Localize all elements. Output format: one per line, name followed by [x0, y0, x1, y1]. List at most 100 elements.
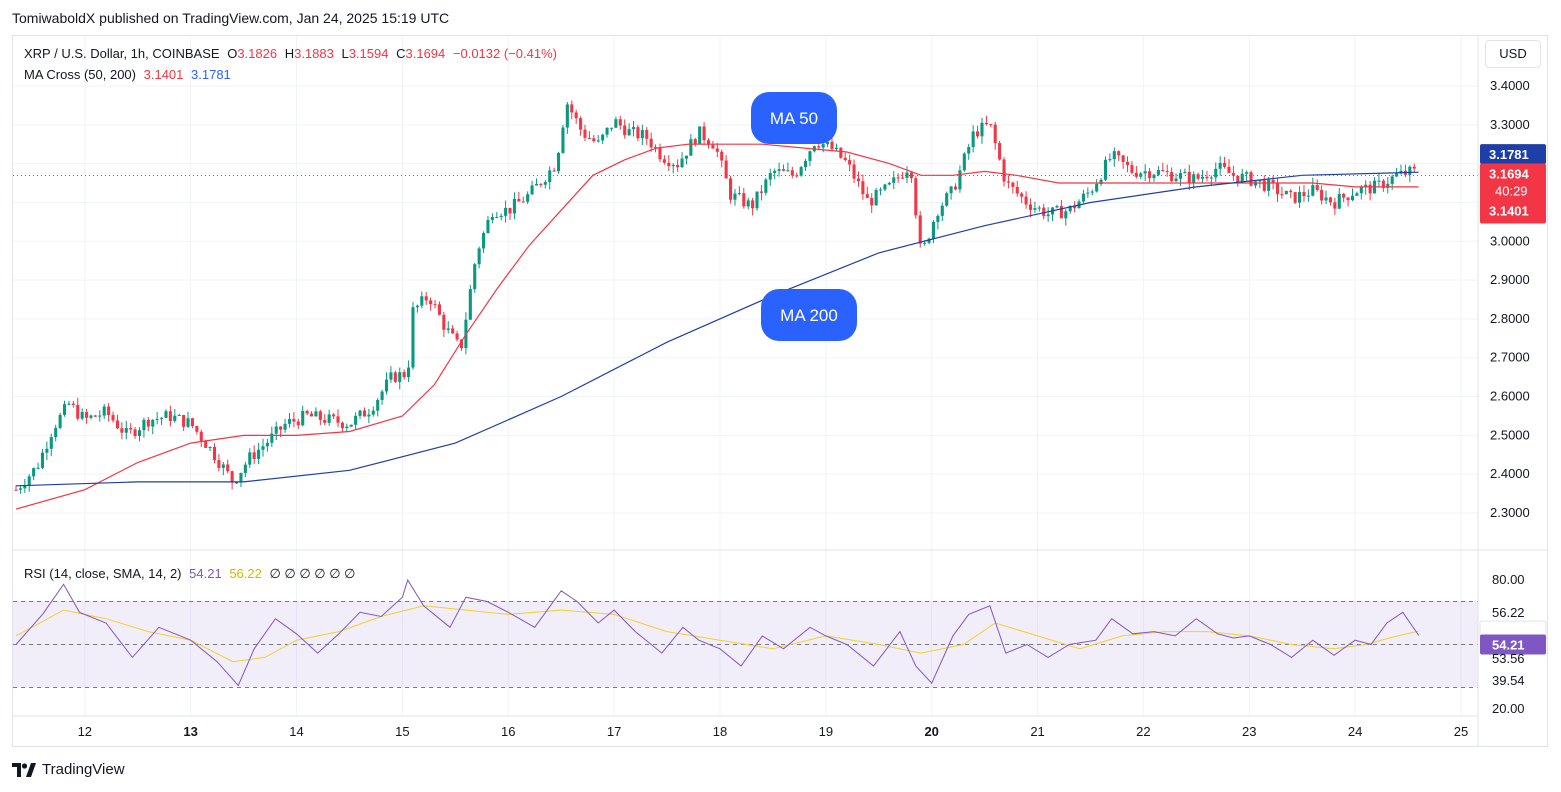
candle-body [499, 215, 503, 217]
ma200-legend-value: 3.1781 [191, 67, 231, 82]
candle-body [839, 147, 843, 158]
candle-body [521, 201, 525, 203]
candle-body [504, 207, 508, 216]
price-axis-label: 2.4000 [1490, 466, 1530, 481]
candle-body [1227, 166, 1231, 173]
candle-body [667, 162, 671, 167]
candle-body [914, 178, 918, 216]
candle-body [133, 429, 137, 437]
candle-body [1377, 180, 1381, 182]
chart-frame[interactable] [12, 35, 1548, 747]
candle-body [984, 122, 988, 125]
candle-body [305, 410, 309, 414]
candle-body [817, 146, 821, 148]
time-axis-label: 19 [819, 724, 833, 739]
candle-body [658, 147, 662, 160]
candle-body [1059, 206, 1063, 219]
ma50-legend-value: 3.1401 [143, 67, 184, 82]
candle-body [168, 411, 172, 421]
ma200-price-badge-text: 3.1781 [1489, 147, 1529, 162]
candle-body [137, 430, 142, 437]
candle-body [89, 415, 93, 418]
candle-body [570, 104, 574, 113]
candle-body [371, 410, 375, 415]
candle-body [287, 419, 292, 424]
candle-body [1081, 193, 1085, 202]
candle-body [54, 427, 58, 438]
candle-body [424, 296, 428, 301]
high-value: 3.1883 [294, 46, 334, 61]
candle-body [1002, 159, 1006, 182]
ma-legend[interactable]: MA Cross (50, 200) 3.1401 3.1781 [24, 67, 235, 82]
candle-body [671, 164, 675, 167]
candle-body [764, 179, 768, 193]
candle-body [1293, 192, 1297, 203]
candle-body [592, 138, 596, 142]
candle-body [684, 155, 688, 159]
candle-body [1333, 202, 1337, 209]
candle-body [398, 372, 402, 382]
price-axis-label: 2.9000 [1490, 272, 1530, 287]
candle-body [583, 129, 587, 138]
candle-body [1395, 173, 1399, 177]
candle-body [120, 428, 124, 433]
candle-body [62, 404, 67, 415]
candle-body [715, 148, 719, 152]
candle-body [402, 372, 406, 378]
rsi-ma-line [15, 605, 1419, 663]
candle-body [1364, 184, 1368, 188]
candle-body [1148, 171, 1152, 179]
candle-body [336, 416, 340, 423]
candle-body [283, 423, 287, 430]
price-axis-label: 3.4000 [1490, 78, 1530, 93]
candle-body [989, 124, 993, 126]
symbol-legend[interactable]: XRP / U.S. Dollar, 1h, COINBASE O3.1826 … [24, 46, 561, 61]
candle-body [182, 415, 186, 427]
rsi-legend[interactable]: RSI (14, close, SMA, 14, 2) 54.21 56.22 … [24, 566, 360, 582]
candle-body [790, 170, 794, 176]
candle-body [234, 482, 239, 484]
candle-body [1024, 196, 1028, 205]
candle-body [861, 181, 865, 195]
candle-body [852, 164, 856, 179]
candle-body [645, 130, 649, 139]
candle-body [420, 296, 424, 306]
published-credit: TomiwaboldX published on TradingView.com… [12, 10, 450, 26]
candle-body [23, 485, 27, 489]
ma50-callout-text: MA 50 [770, 109, 818, 128]
candle-body [623, 125, 627, 136]
candle-body [737, 193, 741, 195]
candle-body [1130, 165, 1134, 173]
candle-body [874, 190, 878, 206]
tradingview-branding[interactable]: TradingView [12, 761, 125, 778]
candle-body [517, 198, 521, 202]
candle-body [14, 489, 18, 491]
candle-body [706, 140, 711, 145]
candle-body [998, 143, 1002, 160]
candle-body [742, 193, 746, 207]
candle-body [561, 127, 565, 153]
ma200-line [15, 171, 1419, 487]
candle-body [1271, 179, 1275, 183]
candle-body [482, 232, 486, 249]
candle-body [896, 177, 900, 179]
candle-body [751, 200, 755, 209]
candle-body [574, 112, 578, 119]
candle-body [1275, 182, 1280, 195]
price-axis-label: 2.6000 [1490, 389, 1530, 404]
candle-body [1170, 172, 1174, 182]
candle-body [27, 476, 31, 486]
rsi-lines [15, 578, 1420, 687]
candle-body [1284, 190, 1288, 195]
candle-body [459, 339, 464, 349]
candle-body [1178, 173, 1183, 179]
candle-body [58, 414, 62, 428]
time-axis-label: 21 [1030, 724, 1044, 739]
candle-body [36, 467, 40, 469]
ma200-price-badge-box [1480, 144, 1546, 165]
currency-button[interactable]: USD [1485, 40, 1541, 68]
candle-body [265, 442, 269, 447]
candle-body [1350, 195, 1355, 201]
candle-body [1324, 197, 1328, 201]
